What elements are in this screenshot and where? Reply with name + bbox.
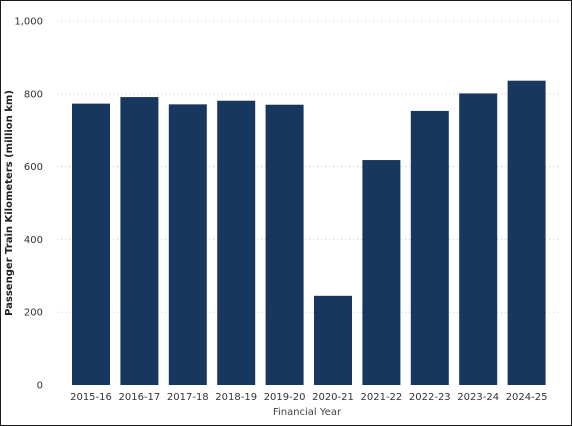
bar-2023-24 [459, 93, 498, 385]
x-tick-label: 2018-19 [215, 392, 257, 403]
y-tick-label: 0 [37, 381, 43, 392]
bar-2018-19 [217, 100, 256, 385]
y-tick-labels: 0 200 400 600 800 1,000 [14, 17, 43, 392]
y-tick-label: 400 [24, 235, 43, 246]
x-tick-labels: 2015-16 2016-17 2017-18 2018-19 2019-20 2020-… [70, 392, 547, 403]
x-tick-label: 2019-20 [264, 392, 306, 403]
bar-2020-21 [314, 295, 352, 385]
y-tick-label: 600 [24, 162, 43, 173]
x-tick-label: 2016-17 [119, 392, 161, 403]
bar-2015-16 [72, 103, 110, 386]
bar-2024-25 [507, 80, 546, 386]
y-axis-title: Passenger Train Kilometers (million km) [4, 90, 15, 316]
bar-2022-23 [410, 110, 449, 386]
bars [72, 80, 546, 386]
y-tick-label: 1,000 [14, 17, 43, 28]
bar-2019-20 [265, 104, 304, 385]
x-axis-title: Financial Year [273, 407, 342, 418]
x-tick-label: 2023-24 [457, 392, 499, 403]
bar-2017-18 [168, 104, 207, 385]
bar-2016-17 [120, 97, 159, 386]
x-tick-label: 2021-22 [361, 392, 403, 403]
x-tick-label: 2020-21 [312, 392, 354, 403]
x-tick-label: 2022-23 [409, 392, 451, 403]
x-tick-label: 2017-18 [167, 392, 209, 403]
y-tick-label: 200 [24, 308, 43, 319]
bar-2021-22 [362, 160, 401, 385]
x-tick-label: 2015-16 [70, 392, 112, 403]
y-tick-label: 800 [24, 89, 43, 100]
x-tick-label: 2024-25 [506, 392, 548, 403]
